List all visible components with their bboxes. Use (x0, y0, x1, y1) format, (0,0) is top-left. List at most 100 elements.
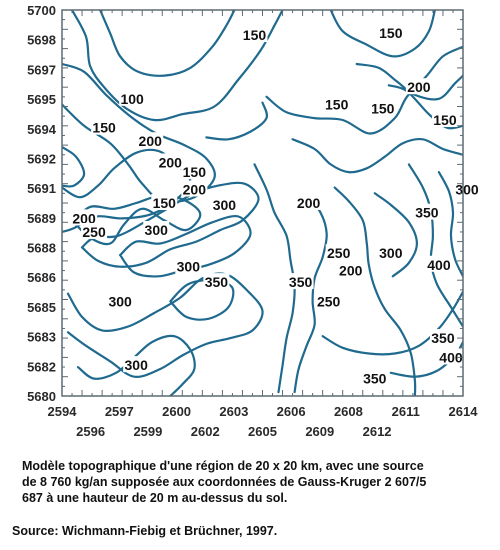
contour-layer (62, 10, 463, 396)
contour-line-350-19 (321, 290, 463, 356)
x-tick-label-upper-7: 2614 (449, 404, 479, 419)
contour-label-3: 150 (371, 100, 395, 116)
contour-label-6: 100 (120, 91, 144, 107)
contour-label-bg-11 (181, 180, 208, 197)
y-tick-label-12: 5682 (27, 359, 56, 374)
contour-chart: 150 150 200 150 150 150 100 150 200 200 150 200 150 3… (27, 3, 481, 439)
contour-line-300-21 (76, 334, 196, 396)
contour-label-7: 150 (92, 120, 116, 136)
contour-label-bg-17 (143, 221, 170, 238)
y-tick-label-5: 5692 (27, 151, 56, 166)
contour-label-0: 150 (243, 27, 267, 43)
contour-line-150-0 (70, 10, 284, 122)
contour-label-11: 200 (183, 181, 207, 197)
caption-line-3: 687 à une hauteur de 20 m au-dessus du s… (22, 491, 288, 505)
contour-label-bg-1 (377, 24, 404, 41)
x-tick-label-upper-6: 2611 (392, 404, 420, 419)
contour-line-100-1 (99, 10, 236, 77)
contour-label-bg-3 (369, 99, 396, 116)
contour-label-19: 350 (205, 274, 229, 290)
x-tick-label-upper-4: 2606 (277, 404, 306, 419)
contour-label-21: 200 (339, 263, 363, 279)
contour-line-150-14 (329, 10, 436, 58)
caption-line-1: Modèle topographique d'une région de 20 … (22, 459, 424, 473)
contour-label-bg-29 (429, 329, 456, 346)
contour-label-bg-27 (315, 292, 342, 309)
y-tick-label-8: 5688 (27, 241, 56, 256)
contour-label-28: 300 (108, 293, 132, 309)
contour-label-bg-24 (454, 180, 481, 197)
x-tick-label-upper-5: 2608 (334, 404, 363, 419)
y-tick-label-13: 5680 (27, 389, 56, 404)
contour-label-bg-7 (91, 118, 118, 135)
contour-label-bg-22 (377, 244, 404, 261)
contour-label-29: 350 (431, 330, 455, 346)
contour-label-bg-2 (405, 78, 432, 95)
contour-label-bg-31 (123, 356, 150, 373)
contour-label-bg-28 (107, 292, 134, 309)
y-tick-label-9: 5686 (27, 270, 56, 285)
axis-layer: 5700 5698 5697 5695 5694 5692 5691 5689 5688 5686… (27, 3, 478, 439)
x-tick-label-upper-3: 2603 (219, 404, 248, 419)
contour-label-26: 350 (289, 274, 313, 290)
contour-line-300-7 (66, 272, 264, 378)
contour-label-bg-20 (325, 244, 352, 261)
y-tick-label-10: 5685 (27, 300, 56, 315)
x-tick-label-lower-1: 2599 (133, 424, 162, 439)
contour-label-27: 250 (317, 293, 341, 309)
contour-line-200-15 (355, 62, 463, 101)
x-tick-label-upper-0: 2594 (48, 404, 78, 419)
source-note: Source: Wichmann-Fiebig et Brüchner, 199… (12, 524, 278, 538)
contour-label-bg-5 (323, 95, 350, 112)
contour-label-12: 150 (153, 195, 177, 211)
contour-label-bg-16 (81, 222, 108, 239)
contour-line-150-13 (265, 45, 463, 135)
contour-label-bg-21 (337, 261, 364, 278)
y-tick-label-0: 5700 (27, 3, 56, 18)
contour-line-300-17 (407, 163, 463, 328)
contour-label-bg-25 (425, 255, 452, 272)
x-tick-label-lower-5: 2612 (363, 424, 392, 439)
contour-label-18: 300 (177, 259, 201, 275)
contour-label-32: 350 (363, 371, 387, 387)
caption-line-2: de 8 760 kg/an supposée aux coordonnées … (22, 475, 427, 489)
contour-line-300-6 (119, 214, 252, 278)
y-tick-label-2: 5697 (27, 62, 56, 77)
contour-label-bg-4 (431, 111, 458, 128)
contour-label-bg-32 (361, 369, 388, 386)
contour-line-150-16 (387, 84, 463, 130)
contour-label-bg-8 (137, 132, 164, 149)
contour-line-250-22 (62, 145, 86, 188)
contour-line-250-10 (293, 194, 328, 394)
x-tick-label-lower-2: 2602 (191, 424, 220, 439)
contour-label-bg-9 (157, 153, 184, 170)
y-tick-label-7: 5689 (27, 211, 56, 226)
contour-label-23: 350 (415, 205, 439, 221)
contour-label-13: 300 (213, 197, 237, 213)
contour-label-16: 250 (82, 224, 106, 240)
contour-label-2: 200 (407, 79, 431, 95)
x-tick-label-lower-3: 2605 (248, 424, 277, 439)
contour-label-bg-23 (413, 203, 440, 220)
contour-label-5: 150 (325, 97, 349, 113)
contour-line-200-12 (291, 137, 463, 174)
contour-label-bg-18 (175, 257, 202, 274)
contour-label-4: 150 (433, 112, 457, 128)
y-tick-label-4: 5694 (27, 122, 57, 137)
figure-caption: Modèle topographique d'une région de 20 … (22, 458, 482, 506)
x-tick-label-lower-4: 2609 (305, 424, 334, 439)
contour-label-bg-26 (287, 273, 314, 290)
contour-label-20: 250 (327, 245, 351, 261)
contour-label-bg-0 (241, 26, 268, 43)
x-tick-label-upper-2: 2600 (162, 404, 191, 419)
plot-frame (61, 9, 464, 397)
contour-line-350-8 (169, 278, 235, 321)
contour-line-250-11 (333, 186, 417, 396)
contour-label-bg-14 (295, 194, 322, 210)
contour-label-bg-13 (211, 195, 238, 212)
contour-label-bg-30 (437, 348, 464, 365)
contour-label-31: 300 (125, 357, 149, 373)
contour-line-300-24 (373, 192, 418, 278)
